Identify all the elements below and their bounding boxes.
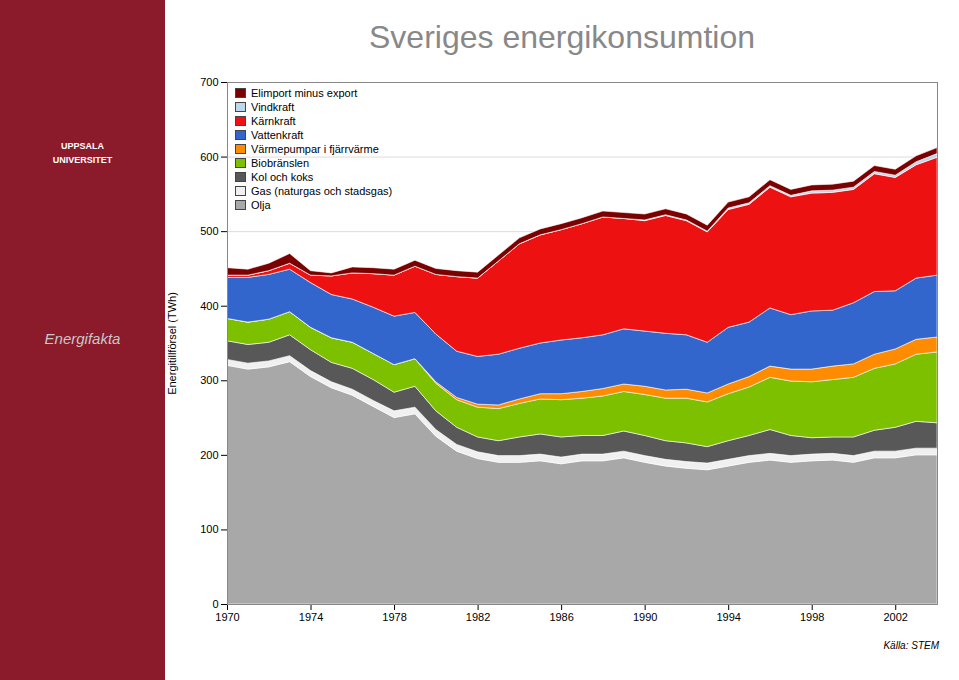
svg-text:100: 100: [200, 523, 218, 535]
html-text:Vattenkraft: Vattenkraft: [251, 129, 304, 141]
svg-text:400: 400: [200, 300, 218, 312]
svg-text:600: 600: [200, 151, 218, 163]
html-text:Gas (naturgas och stadsgas): Gas (naturgas och stadsgas): [251, 185, 393, 197]
html-text:Energifakta: Energifakta: [44, 330, 121, 347]
svg-text:700: 700: [200, 76, 218, 88]
svg-text:1982: 1982: [466, 611, 490, 623]
html-text:Kol och koks: Kol och koks: [251, 171, 314, 183]
svg-text:1994: 1994: [716, 611, 740, 623]
svg-text:0: 0: [212, 598, 218, 610]
svg-text:300: 300: [200, 374, 218, 386]
svg-text:Energitillförsel (TWh): Energitillförsel (TWh): [166, 292, 178, 395]
svg-text:1998: 1998: [800, 611, 824, 623]
svg-text:1978: 1978: [382, 611, 406, 623]
html-text:Vindkraft: Vindkraft: [251, 101, 295, 113]
html-text:Biobränslen: Biobränslen: [251, 157, 310, 169]
svg-text:1986: 1986: [549, 611, 573, 623]
html-text:Olja: Olja: [251, 199, 271, 211]
svg-text:1974: 1974: [299, 611, 323, 623]
svg-text:1990: 1990: [633, 611, 657, 623]
html-text:Källa: STEM: Källa: STEM: [883, 640, 939, 651]
html-text:Kärnkraft: Kärnkraft: [251, 115, 296, 127]
svg-text:200: 200: [200, 449, 218, 461]
svg-text:500: 500: [200, 225, 218, 237]
html-text:UPPSALA UNIVERSITET: UPPSALA UNIVERSITET: [52, 141, 113, 165]
svg-text:2002: 2002: [883, 611, 907, 623]
html-text:Elimport minus export: Elimport minus export: [251, 87, 358, 99]
svg-text:1970: 1970: [215, 611, 239, 623]
html-text:Sveriges energikonsumtion: Sveriges energikonsumtion: [369, 19, 755, 55]
html-text:Värmepumpar i fjärrvärme: Värmepumpar i fjärrvärme: [251, 143, 379, 155]
